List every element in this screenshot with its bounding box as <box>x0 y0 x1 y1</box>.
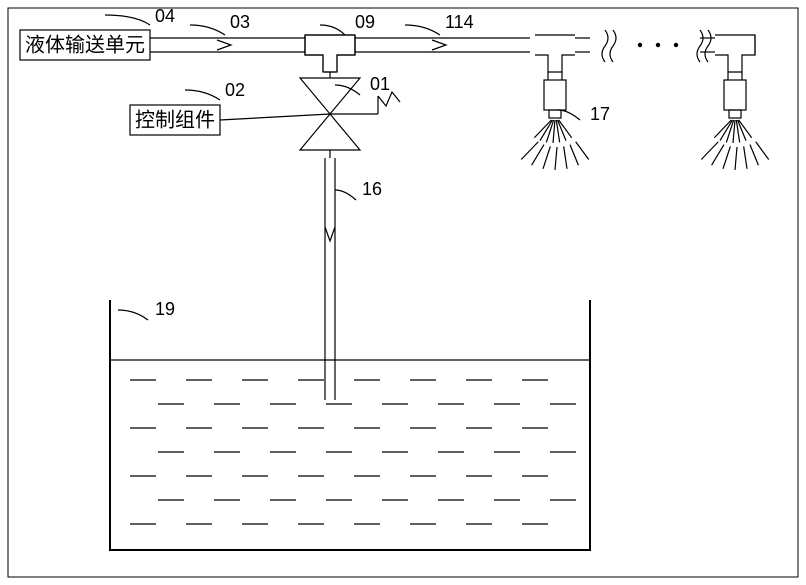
svg-text:16: 16 <box>362 179 382 199</box>
control-component: 控制组件 <box>130 105 220 135</box>
pipe-114 <box>355 38 530 52</box>
svg-text:01: 01 <box>370 74 390 94</box>
elbow-nozzle <box>701 35 768 170</box>
flow-arrow <box>432 40 446 50</box>
pipe-03 <box>150 38 305 52</box>
ellipsis-dot <box>674 43 678 47</box>
liquid-delivery-unit: 液体输送单元 <box>20 30 150 60</box>
svg-text:控制组件: 控制组件 <box>135 108 215 131</box>
break-mark <box>697 30 711 62</box>
pipe-16 <box>325 158 335 400</box>
ellipsis-dot <box>638 43 642 47</box>
svg-text:17: 17 <box>590 104 610 124</box>
label-19: 19 <box>118 299 175 320</box>
ellipsis-dot <box>656 43 660 47</box>
label-114: 114 <box>405 12 474 35</box>
tee-fitting <box>305 35 355 72</box>
svg-text:02: 02 <box>225 80 245 100</box>
svg-text:液体输送单元: 液体输送单元 <box>25 33 145 56</box>
tee-nozzle <box>521 35 590 170</box>
tank <box>110 300 590 550</box>
svg-text:19: 19 <box>155 299 175 319</box>
label-16: 16 <box>335 179 382 200</box>
break-mark <box>602 30 616 62</box>
flow-arrow <box>217 40 231 50</box>
svg-text:114: 114 <box>445 12 474 32</box>
svg-text:04: 04 <box>155 6 175 26</box>
svg-text:09: 09 <box>355 12 375 32</box>
label-09: 09 <box>320 12 375 35</box>
svg-text:03: 03 <box>230 12 250 32</box>
label-02: 02 <box>185 80 245 100</box>
label-04: 04 <box>105 6 175 26</box>
label-01: 01 <box>335 74 390 95</box>
label-03: 03 <box>190 12 250 35</box>
flow-arrow <box>325 227 335 241</box>
